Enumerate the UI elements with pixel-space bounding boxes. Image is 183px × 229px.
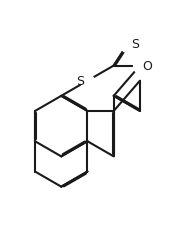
Text: O: O bbox=[142, 60, 152, 73]
Text: S: S bbox=[76, 75, 84, 88]
Text: S: S bbox=[131, 38, 139, 51]
